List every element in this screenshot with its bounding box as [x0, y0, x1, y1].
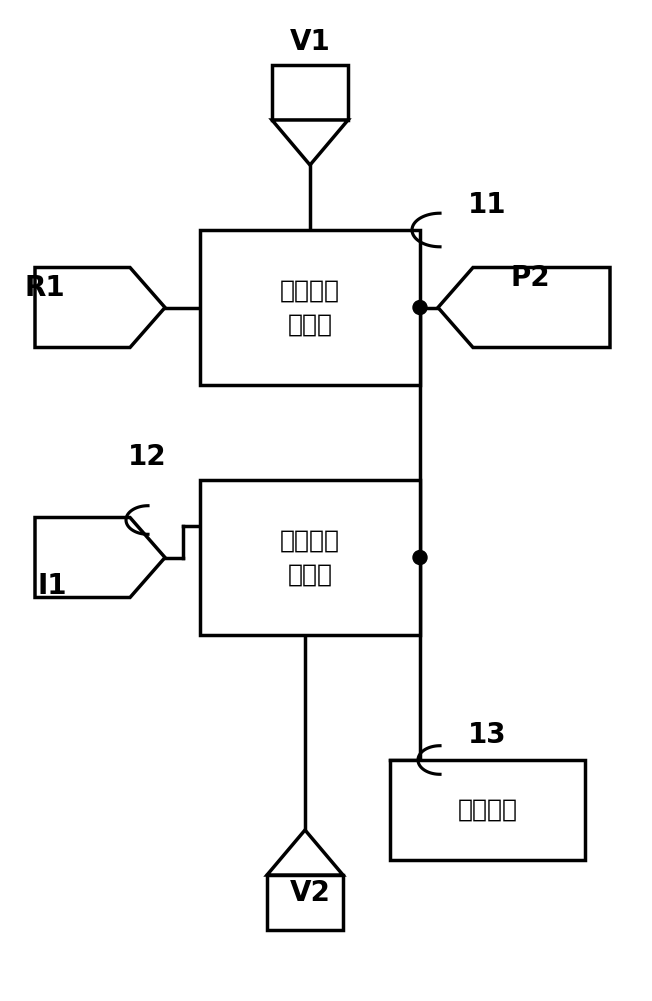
Polygon shape	[35, 518, 165, 598]
Bar	[267, 875, 343, 930]
Text: 储能电路: 储能电路	[458, 798, 518, 822]
Text: I1: I1	[37, 572, 67, 600]
Polygon shape	[438, 267, 610, 347]
Text: P2: P2	[510, 264, 550, 292]
Text: 11: 11	[468, 191, 507, 219]
Bar	[272, 65, 348, 120]
Bar	[390, 760, 585, 860]
Text: V2: V2	[289, 879, 331, 907]
Text: R1: R1	[25, 274, 65, 302]
Text: V1: V1	[289, 28, 331, 56]
Polygon shape	[272, 120, 348, 165]
Text: 13: 13	[468, 721, 507, 749]
Text: 第一控制
子电路: 第一控制 子电路	[280, 278, 340, 336]
Text: 第二控制
子电路: 第二控制 子电路	[280, 529, 340, 587]
Text: 12: 12	[128, 443, 167, 471]
Polygon shape	[267, 830, 343, 875]
Bar	[200, 230, 420, 385]
Polygon shape	[35, 267, 165, 347]
Circle shape	[413, 551, 427, 565]
Bar	[200, 480, 420, 635]
Circle shape	[413, 300, 427, 314]
